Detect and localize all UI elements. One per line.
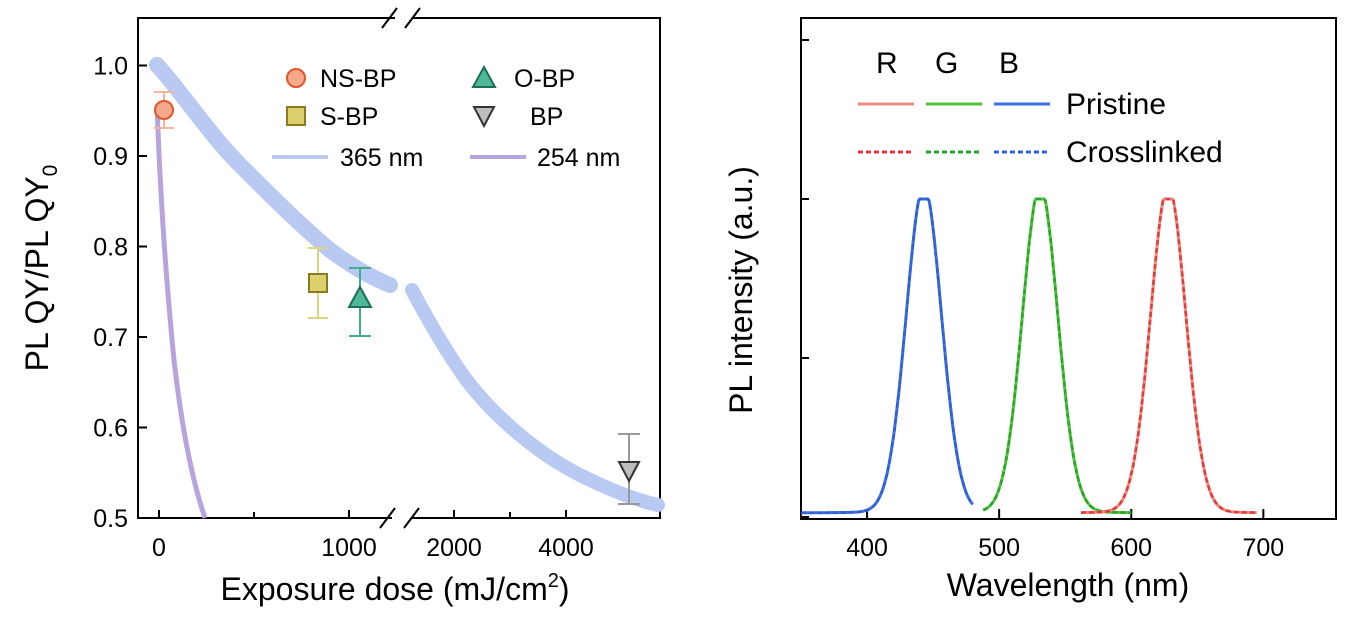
legend-label-365nm: 365 nm: [340, 144, 423, 172]
series-365nm: [149, 57, 665, 512]
legend-marker-o-bp: [471, 64, 497, 88]
legend-marker-ns-bp: [286, 68, 306, 88]
series-254nm-line: [154, 104, 208, 519]
right-chart: 400 500 600 700 Wavelength (nm) PL intensit…: [723, 17, 1337, 603]
series-365nm-band-part1: [149, 57, 398, 293]
left-x-axis-label: Exposure dose (mJ/cm2): [221, 570, 570, 607]
spectrum-r-crosslinked: [1081, 197, 1257, 514]
legend-label-bp: BP: [530, 103, 563, 131]
right-legend: R G B Pristine Crosslinked: [858, 47, 1223, 169]
legend-label-ns-bp: NS-BP: [320, 65, 396, 93]
marker-s-bp: [308, 273, 328, 293]
left-y-tick-label-1: 0.9: [93, 143, 128, 171]
axis-break-mark-bottom-1: [379, 507, 396, 529]
right-plot-frame: [800, 17, 1337, 520]
x-tick-label-1000: 1000: [321, 534, 377, 562]
axis-break-mark-top-1: [381, 7, 398, 29]
spectrum-b-crosslinked: [801, 197, 974, 515]
legend-label-o-bp: O-BP: [514, 65, 575, 93]
legend-label-crosslinked: Crosslinked: [1066, 136, 1223, 169]
legend-header-g: G: [935, 47, 958, 80]
right-x-tick-label-0: 400: [846, 534, 888, 562]
axis-break-mark-top-2: [404, 7, 421, 29]
legend-marker-bp: [472, 106, 496, 129]
marker-bp: [617, 461, 641, 484]
right-x-tick-label-1: 500: [978, 534, 1020, 562]
left-y-tick-label-2: 0.8: [93, 234, 128, 262]
legend-header-r: R: [876, 47, 898, 80]
spectrum-r-pristine: [1081, 197, 1257, 515]
x-tick-label-2000: 2000: [426, 534, 482, 562]
axis-break-mark-bottom-2: [403, 507, 420, 529]
legend-label-pristine: Pristine: [1066, 88, 1166, 121]
right-y-axis-label: PL intensity (a.u.): [723, 166, 759, 414]
right-x-tick-label-2: 600: [1110, 534, 1152, 562]
right-x-tick-label-3: 700: [1242, 534, 1284, 562]
legend-label-254nm: 254 nm: [537, 144, 620, 172]
series-365nm-band-part2: [405, 283, 665, 512]
marker-o-bp: [347, 284, 373, 308]
x-tick-label-0: 0: [152, 534, 166, 562]
left-chart: 1.0 0.9 0.8 0.7 0.6 0.5 0 1000 2000 4000 Expo…: [19, 7, 665, 607]
right-x-axis-label: Wavelength (nm): [947, 567, 1189, 603]
spectrum-g-crosslinked: [982, 197, 1132, 514]
left-legend: NS-BP O-BP S-BP BP 365 nm 254 nm: [272, 64, 620, 172]
left-y-axis-label: PL QY/PL QY0: [19, 165, 62, 372]
legend-header-b: B: [999, 47, 1019, 80]
spectrum-b-pristine: [801, 197, 974, 515]
left-plot-frame-right: [412, 17, 661, 519]
marker-ns-bp: [154, 100, 174, 120]
legend-label-s-bp: S-BP: [320, 103, 378, 131]
left-plot-frame: [137, 17, 395, 519]
left-y-tick-label-5: 0.5: [93, 505, 128, 533]
left-y-tick-label-0: 1.0: [93, 53, 128, 81]
left-y-tick-label-4: 0.6: [93, 415, 128, 443]
x-tick-label-4000: 4000: [538, 534, 594, 562]
left-y-tick-label-3: 0.7: [93, 324, 128, 352]
legend-marker-s-bp: [286, 106, 306, 126]
